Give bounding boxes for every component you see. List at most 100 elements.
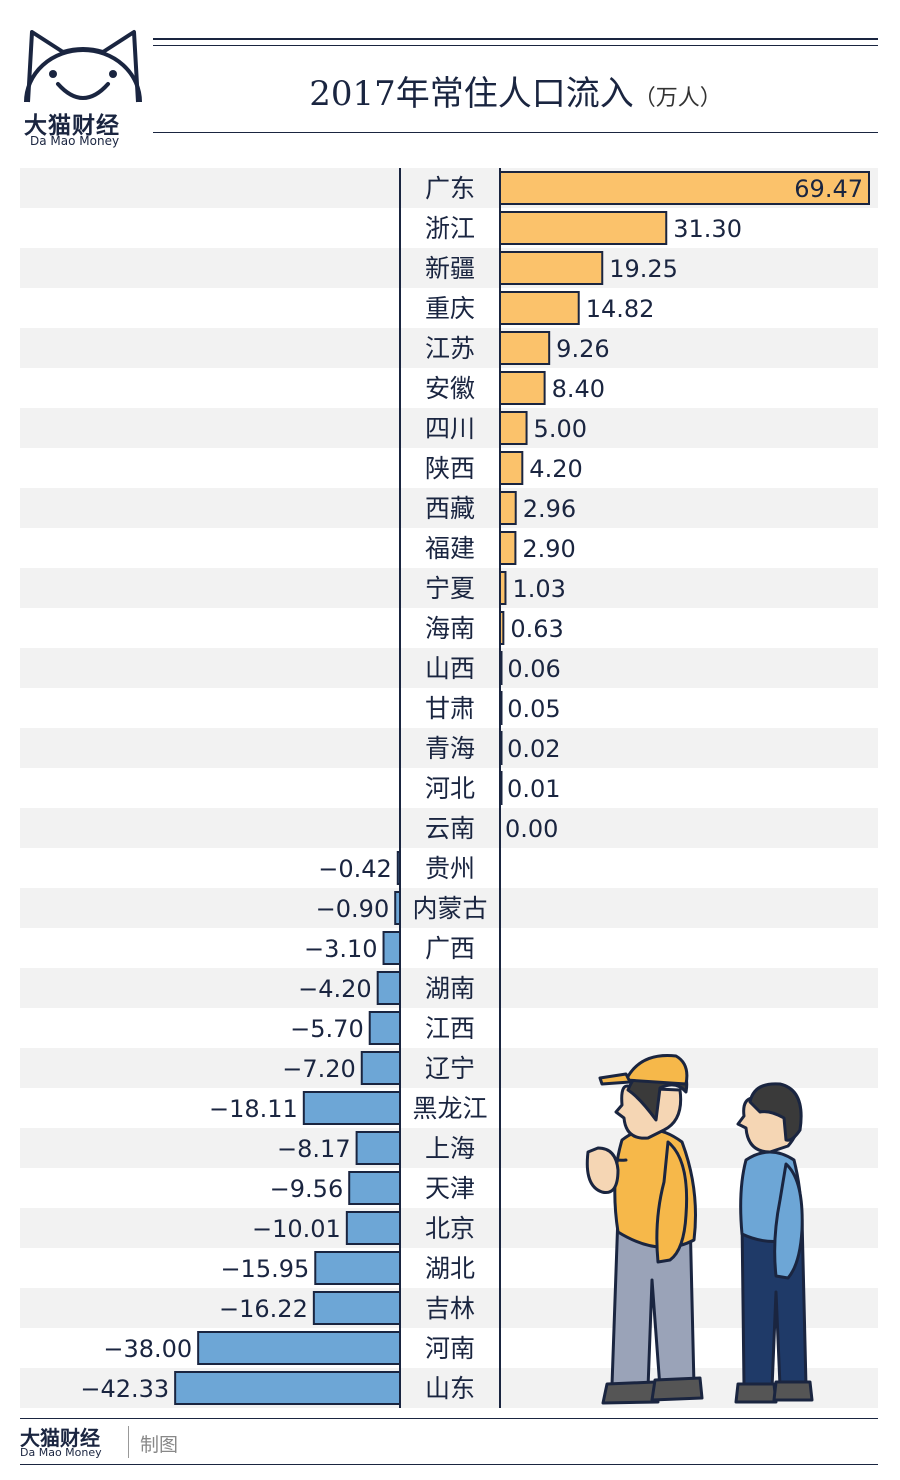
category-label: 吉林 — [425, 1294, 475, 1323]
value-label: 69.47 — [794, 175, 863, 203]
row-stripe — [20, 808, 878, 848]
category-label: 湖南 — [425, 974, 475, 1003]
value-label: 0.06 — [507, 655, 560, 683]
value-label: −42.33 — [80, 1375, 169, 1403]
row-stripe — [20, 1048, 878, 1088]
bar — [345, 1211, 402, 1245]
row-stripe — [20, 888, 878, 928]
value-label: −7.20 — [282, 1055, 356, 1083]
bar — [312, 1291, 402, 1325]
bar — [368, 1011, 402, 1045]
value-label: −15.95 — [220, 1255, 309, 1283]
value-label: 2.90 — [522, 535, 575, 563]
bar — [499, 731, 503, 765]
brand-name-cn: 大猫财经 — [24, 113, 120, 139]
footer-rule-bottom — [20, 1464, 878, 1465]
value-label: 19.25 — [609, 255, 678, 283]
bar — [348, 1171, 401, 1205]
value-label: −5.70 — [290, 1015, 364, 1043]
row-stripe — [20, 488, 878, 528]
bar — [314, 1251, 402, 1285]
category-label: 海南 — [425, 614, 475, 643]
bar — [499, 491, 517, 525]
category-label: 湖北 — [425, 1254, 475, 1283]
value-label: 0.01 — [507, 775, 560, 803]
bar — [499, 211, 668, 245]
bar — [499, 771, 503, 805]
bar — [302, 1091, 401, 1125]
category-label: 新疆 — [425, 254, 475, 283]
footer-separator — [128, 1426, 129, 1458]
category-label: 甘肃 — [425, 694, 475, 723]
chart-title-text: 2017年常住人口流入 — [309, 74, 634, 114]
category-label: 山西 — [425, 654, 475, 683]
value-label: −16.22 — [219, 1295, 308, 1323]
value-label: 0.63 — [510, 615, 563, 643]
category-label: 广东 — [425, 174, 475, 203]
value-label: 0.02 — [507, 735, 560, 763]
row-stripe — [20, 1208, 878, 1248]
category-label: 河北 — [425, 774, 475, 803]
category-label: 黑龙江 — [412, 1094, 487, 1123]
bar — [499, 651, 503, 685]
bar — [499, 691, 503, 725]
value-label: 8.40 — [552, 375, 605, 403]
row-stripe — [20, 648, 878, 688]
bar — [499, 251, 604, 285]
category-label: 上海 — [425, 1134, 475, 1163]
footer-brand-cn: 大猫财经 — [20, 1426, 100, 1450]
chart-title: 2017年常住人口流入（万人） — [153, 66, 878, 115]
category-label: 内蒙古 — [412, 894, 487, 923]
category-label: 山东 — [425, 1374, 475, 1403]
bar — [499, 291, 580, 325]
bar — [382, 931, 402, 965]
value-label: −4.20 — [298, 975, 372, 1003]
category-label: 广西 — [425, 934, 475, 963]
footer-rule-top — [20, 1418, 878, 1419]
bar — [360, 1051, 402, 1085]
bar — [499, 331, 551, 365]
row-stripe — [20, 968, 878, 1008]
footer-credit: 制图 — [140, 1434, 179, 1456]
value-label: 2.96 — [523, 495, 576, 523]
header-rule-top — [153, 38, 878, 40]
value-label: 5.00 — [534, 415, 587, 443]
bar — [499, 571, 507, 605]
bar — [499, 451, 524, 485]
value-label: −0.90 — [316, 895, 390, 923]
value-label: 14.82 — [586, 295, 655, 323]
category-label: 四川 — [425, 414, 475, 443]
footer-brand-en: Da Mao Money — [20, 1446, 102, 1459]
category-label: 辽宁 — [425, 1054, 475, 1083]
bar — [499, 611, 505, 645]
category-label: 安徽 — [425, 374, 475, 403]
value-label: 1.03 — [512, 575, 565, 603]
value-label: 0.00 — [505, 815, 558, 843]
chart-title-unit: （万人） — [633, 86, 722, 111]
cat-logo-icon — [24, 30, 142, 103]
row-stripe — [20, 1128, 878, 1168]
value-label: −3.10 — [304, 935, 378, 963]
value-label: −18.11 — [209, 1095, 298, 1123]
category-label: 西藏 — [425, 494, 475, 523]
header-rule-bottom — [153, 132, 878, 133]
bar — [499, 531, 517, 565]
row-stripe — [20, 728, 878, 768]
bar — [376, 971, 402, 1005]
bar — [499, 411, 528, 445]
bar — [396, 851, 401, 885]
value-label: 4.20 — [529, 455, 582, 483]
bar — [499, 171, 870, 205]
value-label: −10.01 — [252, 1215, 341, 1243]
row-stripe — [20, 328, 878, 368]
bar — [499, 371, 546, 405]
category-label: 北京 — [425, 1214, 475, 1243]
row-stripe — [20, 568, 878, 608]
value-label: 31.30 — [673, 215, 742, 243]
category-label: 江苏 — [425, 334, 475, 363]
category-label: 江西 — [425, 1014, 475, 1043]
value-label: −0.42 — [318, 855, 392, 883]
category-label: 陕西 — [425, 454, 475, 483]
category-label: 河南 — [425, 1334, 475, 1363]
bar — [174, 1371, 401, 1405]
